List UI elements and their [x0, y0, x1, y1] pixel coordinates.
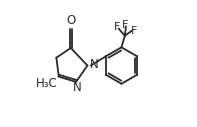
- Text: O: O: [67, 14, 76, 27]
- Text: F: F: [122, 20, 129, 30]
- Text: F: F: [113, 22, 120, 32]
- Text: F: F: [130, 26, 137, 36]
- Text: H₃C: H₃C: [35, 77, 57, 90]
- Text: N: N: [90, 58, 98, 71]
- Text: N: N: [73, 81, 81, 94]
